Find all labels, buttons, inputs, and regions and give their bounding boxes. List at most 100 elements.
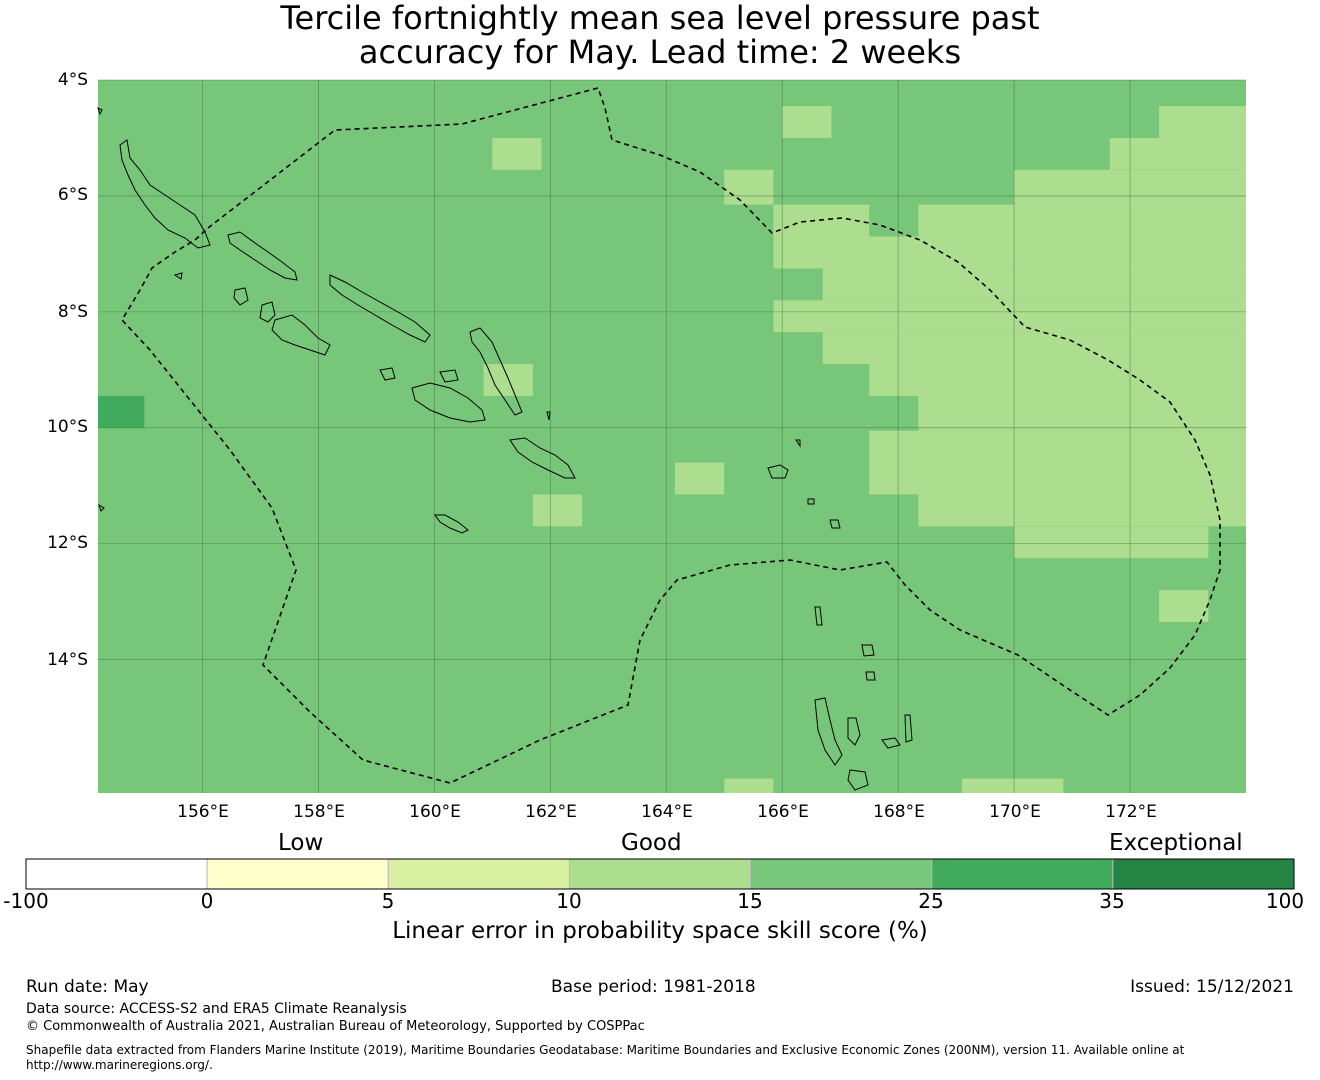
island-vanikoro: [829, 519, 841, 529]
colorbar-segment: [1112, 858, 1295, 890]
skill-cell: [822, 332, 1246, 365]
island-makira: [509, 437, 576, 479]
colorbar-segment: [25, 858, 208, 890]
island-malekula: [847, 717, 861, 746]
island-tiny-2: [98, 503, 105, 512]
island-florida: [379, 367, 396, 381]
skill-cell: [724, 169, 774, 205]
lat-tick-10s: 10°S: [47, 417, 88, 437]
title-line-1: Tercile fortnightly mean sea level press…: [280, 0, 1040, 37]
skill-cell: [782, 106, 832, 138]
colorbar-segment: [387, 858, 570, 890]
cb-tick-neg100: -100: [3, 889, 49, 913]
coastlines: [97, 107, 913, 791]
island-russell: [439, 369, 459, 383]
skill-cell: [483, 364, 533, 396]
skill-cell: [869, 364, 1246, 396]
island-santa-cruz: [767, 464, 789, 479]
lon-tick-172e: 172°E: [1105, 802, 1157, 822]
title-line-2: accuracy for May. Lead time: 2 weeks: [358, 33, 962, 71]
cb-tick-25: 25: [918, 889, 944, 913]
skill-cell: [773, 236, 1246, 269]
category-low: Low: [278, 830, 324, 856]
colorbar-segment: [206, 858, 389, 890]
colorbar: [25, 858, 1295, 890]
island-malaita: [469, 327, 523, 416]
island-guadalcanal: [411, 382, 486, 423]
lat-tick-6s: 6°S: [57, 185, 88, 205]
island-tiny-3: [173, 272, 183, 280]
cb-tick-35: 35: [1099, 889, 1125, 913]
island-isabel: [329, 274, 431, 343]
island-rennell: [434, 514, 469, 534]
skill-cell: [1159, 590, 1209, 622]
eez-boundaries: [121, 87, 1221, 784]
lon-tick-170e: 170°E: [989, 802, 1041, 822]
island-tiny-4: [546, 411, 551, 421]
lon-tick-160e: 160°E: [409, 802, 461, 822]
skill-cell: [822, 268, 1246, 301]
skill-cell: [961, 778, 1064, 793]
category-exceptional: Exceptional: [1109, 830, 1243, 856]
skill-cells: [98, 80, 1246, 793]
skill-cell: [918, 494, 1246, 527]
eez-solomon-islands: [121, 87, 1221, 784]
map-svg: [97, 79, 1246, 793]
lat-tick-14s: 14°S: [47, 650, 88, 670]
copyright: © Commonwealth of Australia 2021, Austra…: [26, 1019, 645, 1034]
island-vella: [233, 287, 249, 306]
colorbar-segment: [931, 858, 1114, 890]
skill-cell: [773, 300, 1246, 333]
colorbar-label: Linear error in probability space skill …: [392, 918, 928, 944]
island-torres: [814, 606, 823, 626]
colorbar-border: [25, 858, 1295, 890]
island-new-georgia: [259, 301, 276, 323]
cb-tick-0: 0: [200, 889, 214, 913]
issued-date: Issued: 15/12/2021: [1130, 977, 1294, 997]
skill-cell: [532, 494, 583, 527]
skill-cell: [492, 137, 542, 170]
lon-tick-168e: 168°E: [873, 802, 925, 822]
island-tiny-1: [97, 107, 103, 116]
skill-cell: [869, 430, 1246, 495]
island-gaua: [865, 671, 876, 681]
category-good: Good: [621, 830, 682, 856]
skill-cell: [1159, 106, 1246, 138]
skill-cell: [724, 778, 774, 793]
skill-cell: [918, 204, 1246, 237]
lat-tick-12s: 12°S: [47, 533, 88, 553]
skill-cell: [1109, 137, 1246, 170]
shapefile-credit-2: http://www.marineregions.org/.: [26, 1058, 213, 1072]
island-ambae: [881, 737, 901, 749]
base-period: Base period: 1981-2018: [551, 977, 756, 997]
run-date: Run date: May: [26, 977, 149, 997]
skill-cell: [674, 462, 725, 495]
skill-cell: [98, 395, 145, 428]
lon-tick-164e: 164°E: [641, 802, 693, 822]
lon-tick-166e: 166°E: [757, 802, 809, 822]
island-tiny-5: [795, 439, 801, 448]
island-efate-north: [847, 769, 869, 791]
island-banks: [861, 644, 875, 657]
lon-tick-156e: 156°E: [177, 802, 229, 822]
shapefile-credit-1: Shapefile data extracted from Flanders M…: [26, 1043, 1185, 1057]
island-pentecost: [904, 714, 913, 743]
lon-tick-162e: 162°E: [525, 802, 577, 822]
lon-tick-158e: 158°E: [293, 802, 345, 822]
cb-tick-10: 10: [556, 889, 582, 913]
cb-tick-100: 100: [1265, 889, 1305, 913]
graticule: [98, 79, 1246, 793]
lat-tick-4s: 4°S: [57, 70, 88, 90]
cb-tick-15: 15: [737, 889, 763, 913]
island-tiny-6: [807, 498, 815, 505]
lat-tick-8s: 8°S: [57, 302, 88, 322]
colorbar-segment: [750, 858, 933, 890]
cb-tick-5: 5: [381, 889, 395, 913]
island-new-georgia-2: [271, 314, 331, 356]
skill-cell: [1014, 526, 1209, 559]
island-espiritu-santo: [814, 697, 843, 766]
island-choiseul: [227, 231, 298, 281]
colorbar-segment: [568, 858, 752, 890]
skill-cell: [918, 395, 1246, 431]
data-source: Data source: ACCESS-S2 and ERA5 Climate …: [26, 1001, 407, 1017]
